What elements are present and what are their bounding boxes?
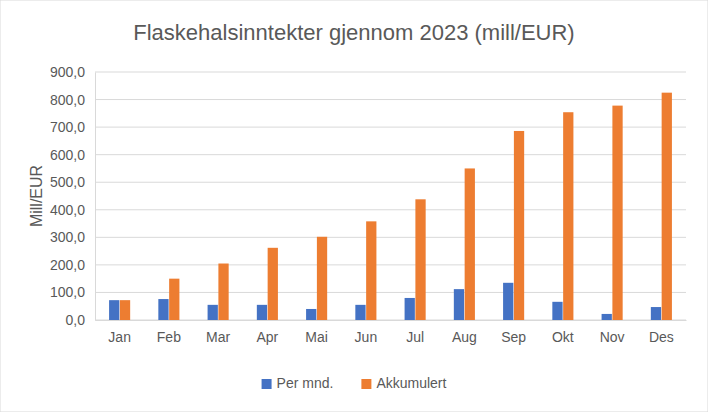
y-tick: 800,0 xyxy=(50,92,95,108)
bars xyxy=(109,93,672,320)
y-tick-label: 300,0 xyxy=(50,229,85,245)
series xyxy=(109,283,661,320)
bar xyxy=(120,300,130,320)
x-tick-label: Okt xyxy=(552,329,574,345)
x-tick-label: Nov xyxy=(600,329,625,345)
y-tick-label: 400,0 xyxy=(50,202,85,218)
x-tick: Jan xyxy=(108,320,131,345)
bar xyxy=(306,309,316,320)
x-tick-label: Aug xyxy=(452,329,477,345)
grid-line xyxy=(95,320,686,321)
grid-line xyxy=(95,237,686,238)
bar xyxy=(169,279,179,320)
grid-line xyxy=(95,72,686,73)
legend-label: Per mnd. xyxy=(277,375,334,391)
bar xyxy=(218,264,228,320)
y-tick-label: 100,0 xyxy=(50,284,85,300)
bar xyxy=(514,131,524,320)
y-axis-title: Mill/EUR xyxy=(28,165,45,227)
x-tick: Apr xyxy=(256,320,278,345)
y-tick: 600,0 xyxy=(50,147,95,163)
x-tick: Aug xyxy=(452,320,477,345)
legend-swatch xyxy=(262,379,272,389)
bar xyxy=(612,106,622,320)
grid-line xyxy=(95,154,686,155)
bar xyxy=(503,283,513,320)
grid-line xyxy=(95,209,686,210)
y-tick-label: 500,0 xyxy=(50,174,85,190)
x-tick: Nov xyxy=(600,320,625,345)
x-tick: Mar xyxy=(206,320,230,345)
y-axis: 0,0 100,0 200,0 300,0 400,0 500,0 600,0 700,0 80… xyxy=(50,64,96,328)
bar xyxy=(208,305,218,320)
y-tick-label: 900,0 xyxy=(50,64,85,80)
grid-line xyxy=(95,264,686,265)
x-tick: Feb xyxy=(157,320,181,345)
x-tick-label: Sep xyxy=(501,329,526,345)
y-tick-label: 200,0 xyxy=(50,257,85,273)
y-tick-label: 0,0 xyxy=(66,312,86,328)
x-tick: Mai xyxy=(305,320,328,345)
y-tick: 900,0 xyxy=(50,64,95,80)
x-tick-label: Mai xyxy=(305,329,328,345)
bar xyxy=(415,199,425,320)
y-tick-label: 800,0 xyxy=(50,92,85,108)
x-tick: Sep xyxy=(501,320,526,345)
series xyxy=(120,93,672,320)
bar xyxy=(257,305,267,320)
grid-line xyxy=(95,127,686,128)
bar xyxy=(405,298,415,320)
grid-line xyxy=(95,182,686,183)
grid-line xyxy=(95,292,686,293)
y-tick: 0,0 xyxy=(66,312,95,328)
grid xyxy=(95,72,686,320)
y-tick-label: 600,0 xyxy=(50,147,85,163)
x-tick: Des xyxy=(649,320,674,345)
title: Flaskehalsinntekter gjennom 2023 (mill/E… xyxy=(133,20,574,45)
bar xyxy=(651,307,661,320)
chart: Flaskehalsinntekter gjennom 2023 (mill/E… xyxy=(0,0,708,412)
x-tick: Jun xyxy=(355,320,378,345)
x-tick-label: Des xyxy=(649,329,674,345)
bar xyxy=(552,302,562,320)
bar xyxy=(563,112,573,320)
bar xyxy=(317,237,327,320)
y-axis-line xyxy=(95,73,96,321)
y-tick: 100,0 xyxy=(50,284,95,300)
legend-swatch xyxy=(361,379,371,389)
bar xyxy=(366,221,376,320)
x-tick-label: Feb xyxy=(157,329,181,345)
y-tick: 500,0 xyxy=(50,174,95,190)
legend-label: Akkumulert xyxy=(376,375,446,391)
x-axis-line xyxy=(96,320,687,321)
bar xyxy=(465,168,475,320)
x-tick: Okt xyxy=(552,320,574,345)
x-tick-label: Apr xyxy=(256,329,278,345)
bar xyxy=(662,93,672,320)
bar xyxy=(454,289,464,320)
y-tick: 300,0 xyxy=(50,229,95,245)
x-axis: Jan Feb Mar Apr Mai Jun Jul Aug Sep Okt Nov Des xyxy=(96,320,687,345)
x-tick-label: Jan xyxy=(108,329,131,345)
x-tick-label: Jul xyxy=(406,329,424,345)
y-tick: 200,0 xyxy=(50,257,95,273)
bar xyxy=(158,299,168,320)
bar xyxy=(109,300,119,320)
plot: 0,0 100,0 200,0 300,0 400,0 500,0 600,0 700,0 80… xyxy=(50,64,687,345)
legend: Per mnd. Akkumulert xyxy=(262,375,447,391)
y-tick: 700,0 xyxy=(50,119,95,135)
x-tick: Jul xyxy=(406,320,424,345)
y-tick-label: 700,0 xyxy=(50,119,85,135)
grid-line xyxy=(95,99,686,100)
x-tick-label: Mar xyxy=(206,329,230,345)
background xyxy=(0,0,708,412)
legend-item: Per mnd. xyxy=(262,375,334,391)
bar xyxy=(602,314,612,320)
legend-item: Akkumulert xyxy=(361,375,446,391)
x-tick-label: Jun xyxy=(355,329,378,345)
bar xyxy=(268,248,278,320)
bar xyxy=(355,305,365,320)
y-tick: 400,0 xyxy=(50,202,95,218)
